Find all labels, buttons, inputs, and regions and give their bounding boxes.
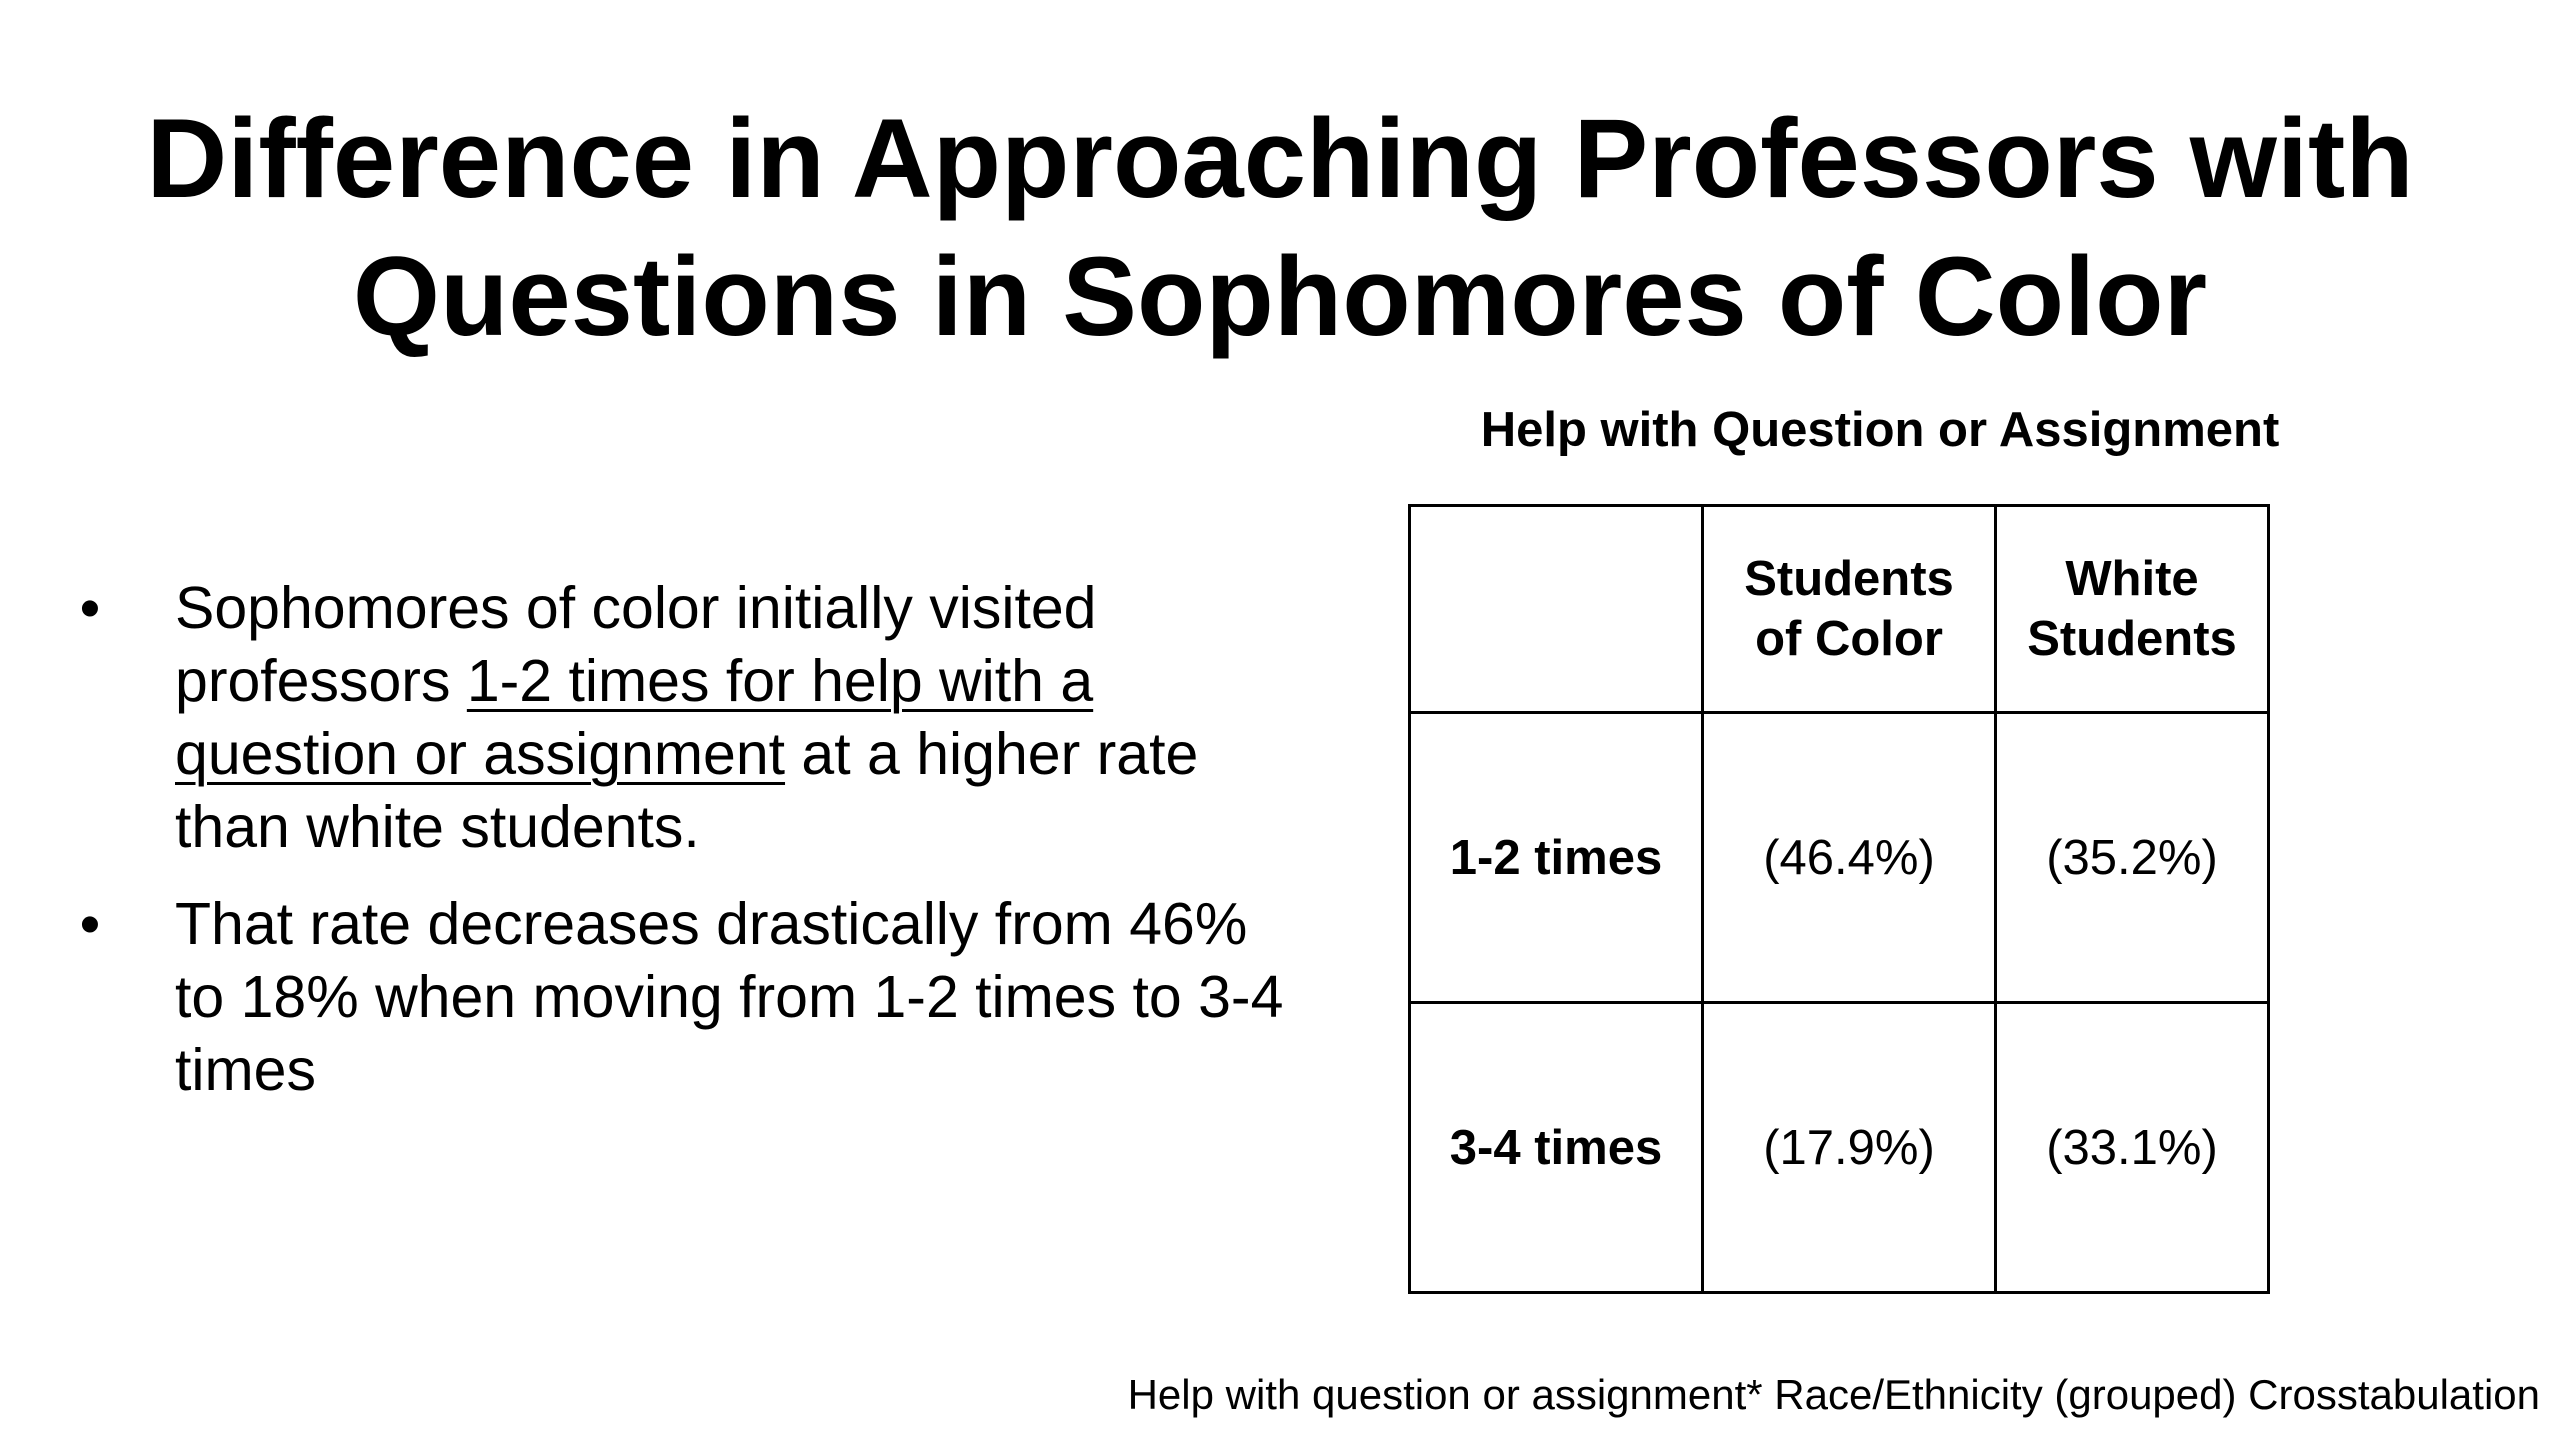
cell-1-2-white-students: (35.2%) [1994,711,2270,1004]
crosstab-table: Students of Color White Students 1-2 tim… [1408,504,2270,1294]
slide-title-line-1: Difference in Approaching Professors wit… [146,96,2414,221]
table-header-row: Students of Color White Students [1408,504,2270,714]
table-row: 3-4 times (17.9%) (33.1%) [1408,1001,2270,1294]
bullet-2-text: That rate decreases drastically from 46%… [175,891,1284,1103]
bullet-1-text-end: at a higher rate than white students. [175,721,1199,860]
table-row: 1-2 times (46.4%) (35.2%) [1408,711,2270,1004]
row-label-1-2-times: 1-2 times [1408,711,1704,1004]
bullet-dot-icon: • [79,575,101,641]
slide-title: Difference in Approaching Professors wit… [0,90,2560,366]
table-footnote: Help with question or assignment* Race/E… [1127,1371,2540,1418]
row-label-3-4-times: 3-4 times [1408,1001,1704,1294]
bullet-dot-icon: • [79,891,101,957]
table-caption: Help with Question or Assignment [1480,403,2280,457]
header-students-of-color: Students of Color [1701,504,1997,714]
cell-1-2-students-of-color: (46.4%) [1701,711,1997,1004]
bullet-item-1: • Sophomores of color initially visited … [70,572,1310,864]
bullet-list: • Sophomores of color initially visited … [70,572,1310,1131]
bullet-1-text-start: Sophomores of color initially visited pr… [175,575,1097,714]
bullet-1-underlined-text: 1-2 times for help with a question or as… [175,648,1094,787]
cell-3-4-white-students: (33.1%) [1994,1001,2270,1294]
header-white-students: White Students [1994,504,2270,714]
table-corner-cell [1408,504,1704,714]
slide-title-line-2: Questions in Sophomores of Color [352,234,2208,359]
cell-3-4-students-of-color: (17.9%) [1701,1001,1997,1294]
bullet-item-2: • That rate decreases drastically from 4… [70,888,1310,1107]
